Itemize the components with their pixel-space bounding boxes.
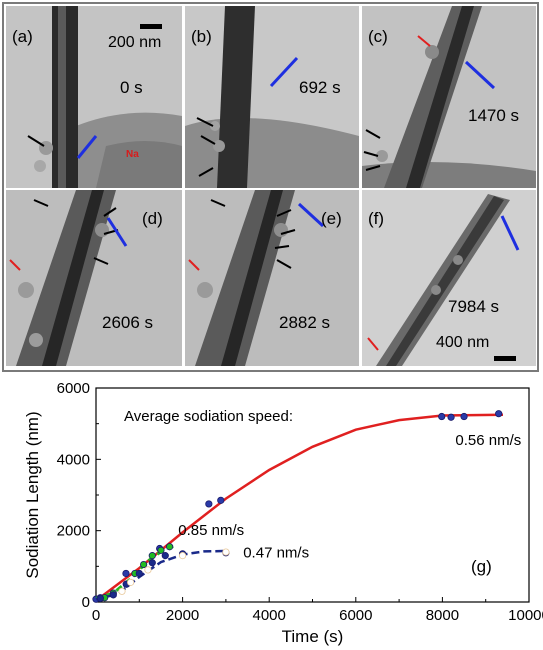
panel-f-scale-bar [494, 356, 516, 361]
data-point [222, 548, 230, 556]
panel-b-time: 692 s [299, 78, 341, 97]
speed-label: 0.56 nm/s [455, 432, 521, 449]
y-axis-label: Sodiation Length (nm) [23, 411, 42, 578]
data-point [122, 569, 130, 578]
data-point [96, 594, 104, 603]
data-point [140, 560, 148, 569]
speed-annotation: Average sodiation speed: [124, 408, 293, 425]
panel-c-label: (c) [368, 27, 388, 46]
data-point [161, 552, 169, 560]
y-tick-label: 2000 [57, 523, 90, 540]
panel-a-label: (a) [12, 27, 33, 46]
data-point [109, 591, 117, 599]
data-point [135, 569, 143, 578]
data-point [118, 587, 126, 595]
data-point [205, 500, 213, 508]
data-point [217, 496, 225, 504]
x-tick-label: 8000 [426, 607, 459, 624]
panel-f-image [362, 190, 536, 366]
series-layer: 0.56 nm/s 0.85 nm/s 0.47 nm/s [92, 410, 521, 603]
data-point [495, 410, 503, 418]
panel-a-time: 0 s [120, 78, 143, 97]
speed-label: 0.85 nm/s [178, 522, 244, 539]
data-point [447, 413, 455, 421]
panel-b-label: (b) [191, 27, 212, 46]
x-tick-label: 0 [92, 607, 100, 624]
x-axis-label: Time (s) [282, 627, 344, 646]
x-tick-label: 4000 [253, 607, 286, 624]
panel-b-image [185, 6, 359, 188]
data-point [148, 552, 156, 560]
panel-e-label: (e) [321, 209, 342, 228]
data-point [460, 412, 468, 421]
data-point [148, 559, 156, 567]
panel-a-image [6, 6, 182, 188]
panel-e-time: 2882 s [279, 313, 331, 332]
panel-f: (f) 7984 s 400 nm [362, 190, 536, 366]
y-tick-label: 6000 [57, 380, 90, 397]
panel-e-image [185, 190, 359, 366]
x-tick-label: 2000 [166, 607, 199, 624]
panel-f-scale-label: 400 nm [436, 334, 490, 351]
y-tick-label: 0 [82, 594, 90, 611]
panel-e: (e) 2882 s [185, 190, 359, 366]
panel-c: (c) 1470 s [362, 6, 536, 188]
panel-a: (a) 0 s 200 nm Na [6, 6, 182, 188]
panel-d-time: 2606 s [102, 313, 154, 332]
data-point [166, 543, 174, 551]
panel-g-label: (g) [471, 557, 492, 576]
panel-f-label: (f) [368, 209, 385, 228]
data-point [179, 552, 187, 560]
panel-a-scale-label: 200 nm [108, 34, 162, 51]
data-point [157, 546, 165, 554]
panel-f-time: 7984 s [448, 297, 500, 316]
data-point [438, 412, 446, 421]
y-tick-label: 4000 [57, 451, 90, 468]
panel-c-time: 1470 s [468, 106, 520, 125]
x-tick-label: 6000 [339, 607, 372, 624]
data-point [144, 566, 152, 574]
fit-curve [95, 549, 226, 601]
panel-d-label: (d) [142, 209, 163, 228]
speed-label: 0.47 nm/s [243, 545, 309, 562]
panel-d: (d) 2606 s [6, 190, 182, 366]
data-point [127, 578, 135, 586]
panel-b: (b) 692 s [185, 6, 359, 188]
panel-d-image [6, 190, 182, 366]
panel-a-na-label: Na [126, 149, 139, 160]
panel-a-scale-bar [140, 24, 162, 29]
panel-c-image [362, 6, 536, 188]
fit-curve [95, 413, 504, 602]
